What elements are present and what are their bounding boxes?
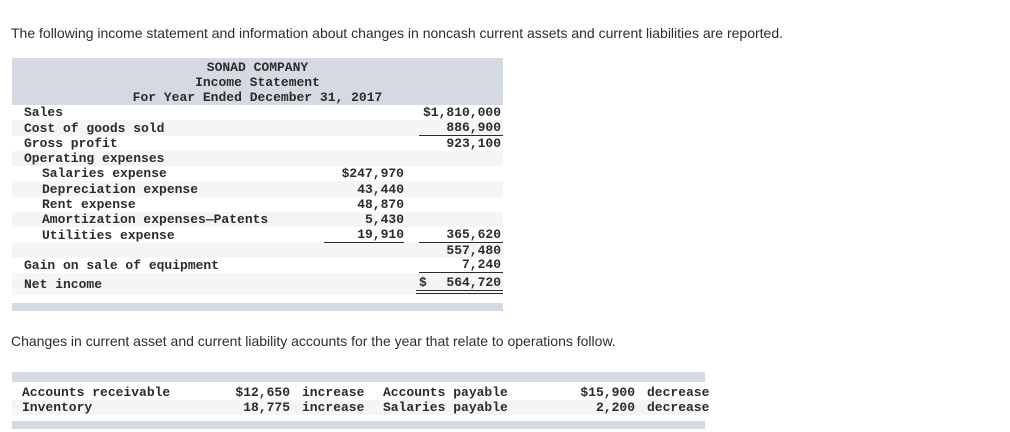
table-row: 557,480	[12, 242, 503, 258]
income-statement-table: SONAD COMPANY Income Statement For Year …	[12, 58, 503, 312]
statement-period: For Year Ended December 31, 2017	[132, 90, 383, 105]
net-income-amount: 564,720	[446, 274, 501, 290]
intro-text: The following income statement and infor…	[11, 25, 783, 41]
currency-symbol: $	[419, 274, 427, 290]
table-row: Gain on sale of equipment 7,240	[24, 257, 503, 274]
table-gap	[12, 295, 503, 304]
table-row: Utilities expense 19,910 365,620	[42, 226, 503, 243]
table-row: Gross profit 923,100	[24, 135, 501, 151]
changes-row: Accounts receivable $12,650 increase Acc…	[22, 385, 710, 400]
table-row: Rent expense 48,870	[42, 197, 404, 213]
table-row: Salaries expense $247,970	[42, 166, 404, 182]
table-row: Operating expenses	[12, 150, 503, 167]
table-row: Sales $1,810,000	[24, 105, 501, 121]
changes-row: Inventory 18,775 increase Salaries payab…	[12, 400, 709, 415]
company-name: SONAD COMPANY	[206, 60, 309, 75]
table-row: Cost of goods sold 886,900	[12, 120, 503, 136]
table-gap	[12, 415, 705, 421]
table-row: Depreciation expense 43,440	[12, 181, 503, 197]
statement-title: Income Statement	[195, 75, 320, 90]
changes-text: Changes in current asset and current lia…	[11, 333, 616, 349]
changes-table-bottom-band	[12, 421, 705, 429]
income-statement-header: SONAD COMPANY Income Statement For Year …	[12, 58, 503, 105]
table-footer-band	[12, 303, 503, 312]
table-row-net-income: Net income $ 564,720	[12, 273, 503, 296]
changes-table-top-band	[12, 372, 705, 382]
changes-table: Accounts receivable $12,650 increase Acc…	[12, 372, 710, 429]
table-row: Amortization expenses—Patents 5,430	[12, 212, 503, 228]
